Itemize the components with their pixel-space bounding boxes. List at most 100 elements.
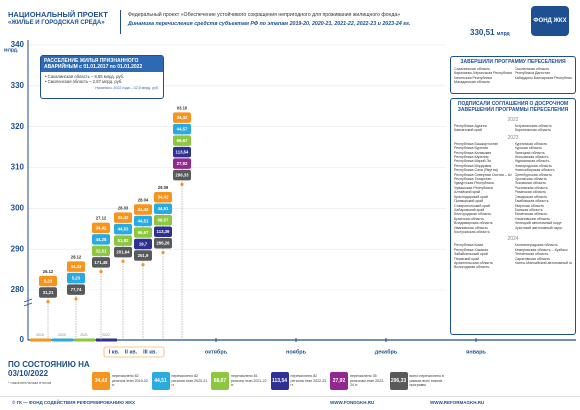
region: Республика Хакасия [454,247,489,252]
region: Белгородская область [454,212,492,217]
region: Республика Адыгея [454,124,487,128]
segment-box [39,287,57,298]
region: Ханты-Мансийский автономный округ – Югра [514,260,573,265]
total-label: 330,51 [470,28,495,37]
total-value: 330,51 млрд [470,28,510,37]
callout-note: Начиная с 2022 года – 32,5 млрд. руб. [95,86,159,91]
copyright: © ГК — ФОНД СОДЕЙСТВИЯ РЕФОРМИРОВАНИЮ ЖК… [12,400,135,405]
period-label: декабрь [375,348,398,355]
region: Саратовская область [514,256,551,261]
region: Рязанская область [514,190,547,195]
segment-label: 19,7 [139,241,148,246]
region: Республика Бурятия [454,146,489,151]
segment-box [134,204,152,215]
segment-label: 31,21 [43,290,54,295]
column-date: 28.04 [138,197,149,202]
segment-box [154,192,172,203]
legend-swatch: 44,51 [151,372,170,390]
segment-box [39,275,57,287]
y-tick-label: 290 [11,244,25,253]
segment-label: 5,23 [44,278,53,283]
region: Астраханская область [514,124,552,128]
segment-box [92,257,110,268]
region: Орловская область [514,177,547,182]
segment-box [114,212,132,223]
stage-dot [74,297,78,301]
region: Республика Мордовия [454,163,492,168]
region: Самарская область [514,194,548,199]
total-unit: млрд [496,31,510,37]
column-date: 26.12 [43,269,54,274]
year-band [52,338,73,342]
segment-label: 34,42 [118,215,129,220]
region: Чукотский автономный округ [514,225,563,230]
callout-title: РАССЕЛЕНИЕ ЖИЛЬЯ ПРИЗНАННОГО АВАРИЙНЫМ с… [41,56,163,72]
y-tick-label: 300 [11,203,25,212]
region: Брянская область [454,216,484,221]
period-label: ноябрь [286,348,307,355]
year-label: 2019 [36,333,44,337]
segment-label: 27,92 [177,161,188,166]
legend-swatch: 68,67 [211,372,229,390]
region: Республика Дагестан [514,71,551,76]
region: Владимирская область [454,221,493,226]
segment-box [134,227,152,238]
segment-label: 113,54 [176,150,190,155]
year-band [96,338,117,342]
segment-label: 5,23 [72,276,81,281]
region: Краснодарский край [454,194,488,199]
completed-list: Сахалинская область Смоленская область Кар… [451,67,575,85]
legend-text: перечислено 82 региона этап 2020-21 гг. [171,374,208,388]
region: Калининградская область [514,243,558,248]
column-date: 28.03 [118,206,129,211]
region: Новгородская область [514,163,552,168]
callout-item: • Сахалинская область – 8,65 млрд. руб. [45,74,125,79]
region: Чеченская Республика [454,75,492,80]
segment-label: 44,51 [158,206,169,211]
segment-box [154,215,172,226]
segment-box [67,272,85,284]
group-year: 2022 [507,117,519,123]
region: Республика Коми [454,243,484,248]
agreements-groups: 2022 Республика Адыгея Астраханская област… [451,117,575,270]
footer-rule [0,396,580,397]
legend-item: 34,42 перечислено 82 региона этап 2019-20… [92,370,150,392]
legend-item: 68,67 перечислено 81 региону этап 2021-22… [211,370,269,392]
region: Ставропольский край [454,203,490,208]
completed-panel: ЗАВЕРШИЛИ ПРОГРАММУ ПЕРЕСЕЛЕНИЯ Сахалинс… [450,56,576,94]
segment-label: 34,42 [158,195,169,200]
segment-box [134,250,152,261]
segment-label: 66,67 [138,230,149,235]
legend-text: перечислено 82 региона этап 2019-20 гг. [112,374,148,388]
legend-item: 27,92 перечислено 35 регионам этап 2023-2… [330,370,388,392]
legend-text: перечислено 35 регионам этап 2023-24 гг. [350,374,385,388]
segment-box [134,215,152,227]
segment-label: 44,53 [118,227,129,232]
segment-label: 113,39 [157,229,171,234]
completed-title: ЗАВЕРШИЛИ ПРОГРАММУ ПЕРЕСЕЛЕНИЯ [460,59,566,65]
y-tick-label: 310 [11,163,25,172]
y-tick-label: 0 [20,335,25,344]
segment-box [134,238,152,250]
region: Ульяновская область [514,216,551,221]
segment-box [154,203,172,214]
segment-label: 286,26 [156,241,170,246]
site: WWW.REFORMAGKH.RU [430,400,485,405]
region: Пермский край [454,256,480,261]
segment-label: 34,42 [138,207,149,212]
y-tick-label: 280 [11,285,25,294]
region: Республика Северная Осетия – Алания [454,172,512,177]
stage-dot [141,263,145,267]
segment-label: 44,51 [138,218,149,223]
period-label: I кв. [109,349,120,355]
group-regions: Республика Адыгея Астраханская область Кам… [451,124,575,133]
legend-item: 296,33 всего перечислено в рамках всех эт… [389,370,448,392]
region: Томская область [514,207,543,212]
y-tick-label: 330 [11,81,25,90]
group-regions: Республика Коми Калининградская область Ре… [451,243,575,269]
agreements-panel: ПОДПИСАЛИ СОГЛАШЕНИЯ О ДОСРОЧНОМ ЗАВЕРШЕ… [450,98,576,335]
site: WWW.FONDGKH.RU [330,400,375,405]
segment-label: 66,67 [177,138,188,143]
region: Магаданская область [454,80,491,85]
